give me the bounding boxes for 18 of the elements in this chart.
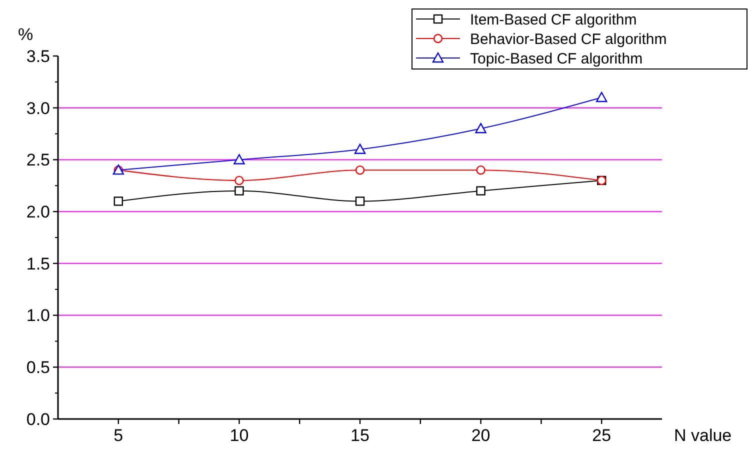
x-tick-label: 5 — [114, 426, 124, 445]
y-tick-label: 3.0 — [26, 98, 50, 118]
y-tick-label: 1.5 — [26, 254, 50, 274]
y-tick-label: 2.0 — [26, 202, 50, 222]
x-tick-label: 15 — [350, 426, 370, 445]
x-tick-label: 20 — [471, 426, 490, 445]
y-tick-label: 1.0 — [26, 306, 50, 326]
y-axis-title: % — [18, 25, 34, 44]
x-axis-title: N value — [674, 426, 732, 445]
legend-label: Behavior-Based CF algorithm — [470, 30, 667, 48]
y-tick-label: 2.5 — [26, 150, 50, 170]
x-tick-label: 10 — [230, 426, 249, 445]
y-tick-label: 3.5 — [26, 46, 50, 66]
legend-label: Topic-Based CF algorithm — [470, 50, 643, 68]
y-tick-label: 0.5 — [26, 358, 50, 378]
x-tick-label: 25 — [592, 426, 612, 445]
legend-label: Item-Based CF algorithm — [470, 11, 637, 28]
y-tick-label: 0.0 — [26, 410, 50, 429]
